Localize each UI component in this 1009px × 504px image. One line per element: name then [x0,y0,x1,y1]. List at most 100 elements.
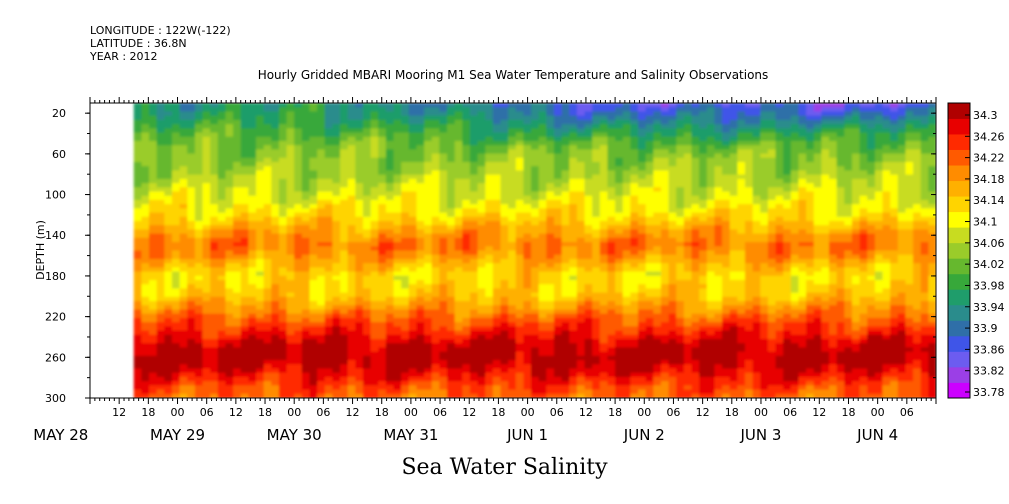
salinity-cell [447,153,456,159]
salinity-cell [668,267,677,273]
salinity-cell [592,145,601,150]
salinity-cell [225,128,234,134]
salinity-cell [469,389,479,395]
salinity-cell [256,128,265,134]
salinity-cell [385,258,395,264]
salinity-cell [553,216,563,222]
salinity-cell [676,128,685,134]
salinity-cell [240,162,249,167]
salinity-cell [508,393,517,398]
salinity-cell [592,364,601,370]
salinity-cell [217,334,227,340]
salinity-cell [561,212,570,218]
salinity-cell [660,339,670,344]
salinity-cell [347,296,356,302]
salinity-cell [210,183,219,188]
salinity-cell [469,275,479,281]
salinity-cell [309,368,318,374]
salinity-cell [347,301,356,306]
salinity-cell [385,254,395,260]
salinity-cell [492,204,502,209]
salinity-cell [553,132,563,138]
salinity-cell [469,263,479,268]
salinity-cell [630,326,639,332]
salinity-cell [317,170,326,176]
salinity-cell [477,183,486,188]
salinity-cell [194,381,204,386]
salinity-cell [424,174,433,180]
salinity-cell [668,258,677,264]
salinity-cell [447,267,456,273]
salinity-cell [362,364,372,370]
salinity-cell [424,271,433,277]
salinity-cell [401,360,410,365]
salinity-cell [294,187,303,193]
salinity-cell [515,170,525,176]
salinity-cell [607,162,616,167]
salinity-cell [462,166,471,172]
salinity-cell [332,334,341,340]
salinity-cell [653,334,662,340]
salinity-cell [500,174,509,180]
salinity-cell [408,111,418,117]
salinity-cell [576,343,586,349]
salinity-cell [141,107,150,113]
salinity-cell [462,115,471,121]
salinity-cell [171,393,181,398]
salinity-cell [424,326,433,332]
salinity-cell [424,313,433,319]
salinity-cell [592,103,601,108]
salinity-cell [187,351,196,357]
salinity-cell [645,317,654,323]
salinity-cell [263,115,272,121]
salinity-cell [233,136,242,142]
salinity-cell [660,393,670,398]
salinity-cell [576,195,586,201]
salinity-cell [668,174,677,180]
salinity-cell [592,153,601,159]
salinity-cell [561,166,570,172]
salinity-cell [362,339,372,344]
salinity-cell [508,153,517,159]
salinity-cell [156,132,165,138]
salinity-cell [225,140,234,146]
salinity-cell [531,250,540,256]
salinity-cell [210,195,219,201]
salinity-cell [523,267,532,273]
salinity-cell [653,355,662,361]
salinity-cell [531,389,540,395]
salinity-cell [378,258,387,264]
salinity-cell [149,191,158,197]
salinity-cell [592,284,601,290]
salinity-cell [607,305,616,311]
salinity-cell [317,389,326,395]
salinity-cell [301,364,311,370]
salinity-cell [523,389,532,395]
salinity-cell [256,166,265,172]
salinity-cell [355,124,364,129]
salinity-cell [515,364,525,370]
salinity-cell [164,343,173,349]
salinity-cell [668,326,677,332]
salinity-cell [149,237,158,243]
salinity-cell [454,183,463,188]
salinity-cell [301,326,311,332]
salinity-cell [217,376,227,382]
salinity-cell [217,385,227,391]
salinity-cell [607,271,616,277]
salinity-cell [133,301,142,306]
salinity-cell [385,237,395,243]
salinity-cell [278,355,288,361]
salinity-cell [248,242,257,247]
salinity-cell [194,111,204,117]
salinity-cell [531,145,540,150]
salinity-cell [531,393,540,398]
salinity-cell [256,191,265,197]
salinity-cell [676,107,685,113]
salinity-cell [378,170,387,176]
salinity-cell [324,233,334,239]
salinity-cell [431,246,440,252]
salinity-cell [645,107,654,113]
salinity-cell [439,204,448,209]
salinity-cell [660,322,670,327]
